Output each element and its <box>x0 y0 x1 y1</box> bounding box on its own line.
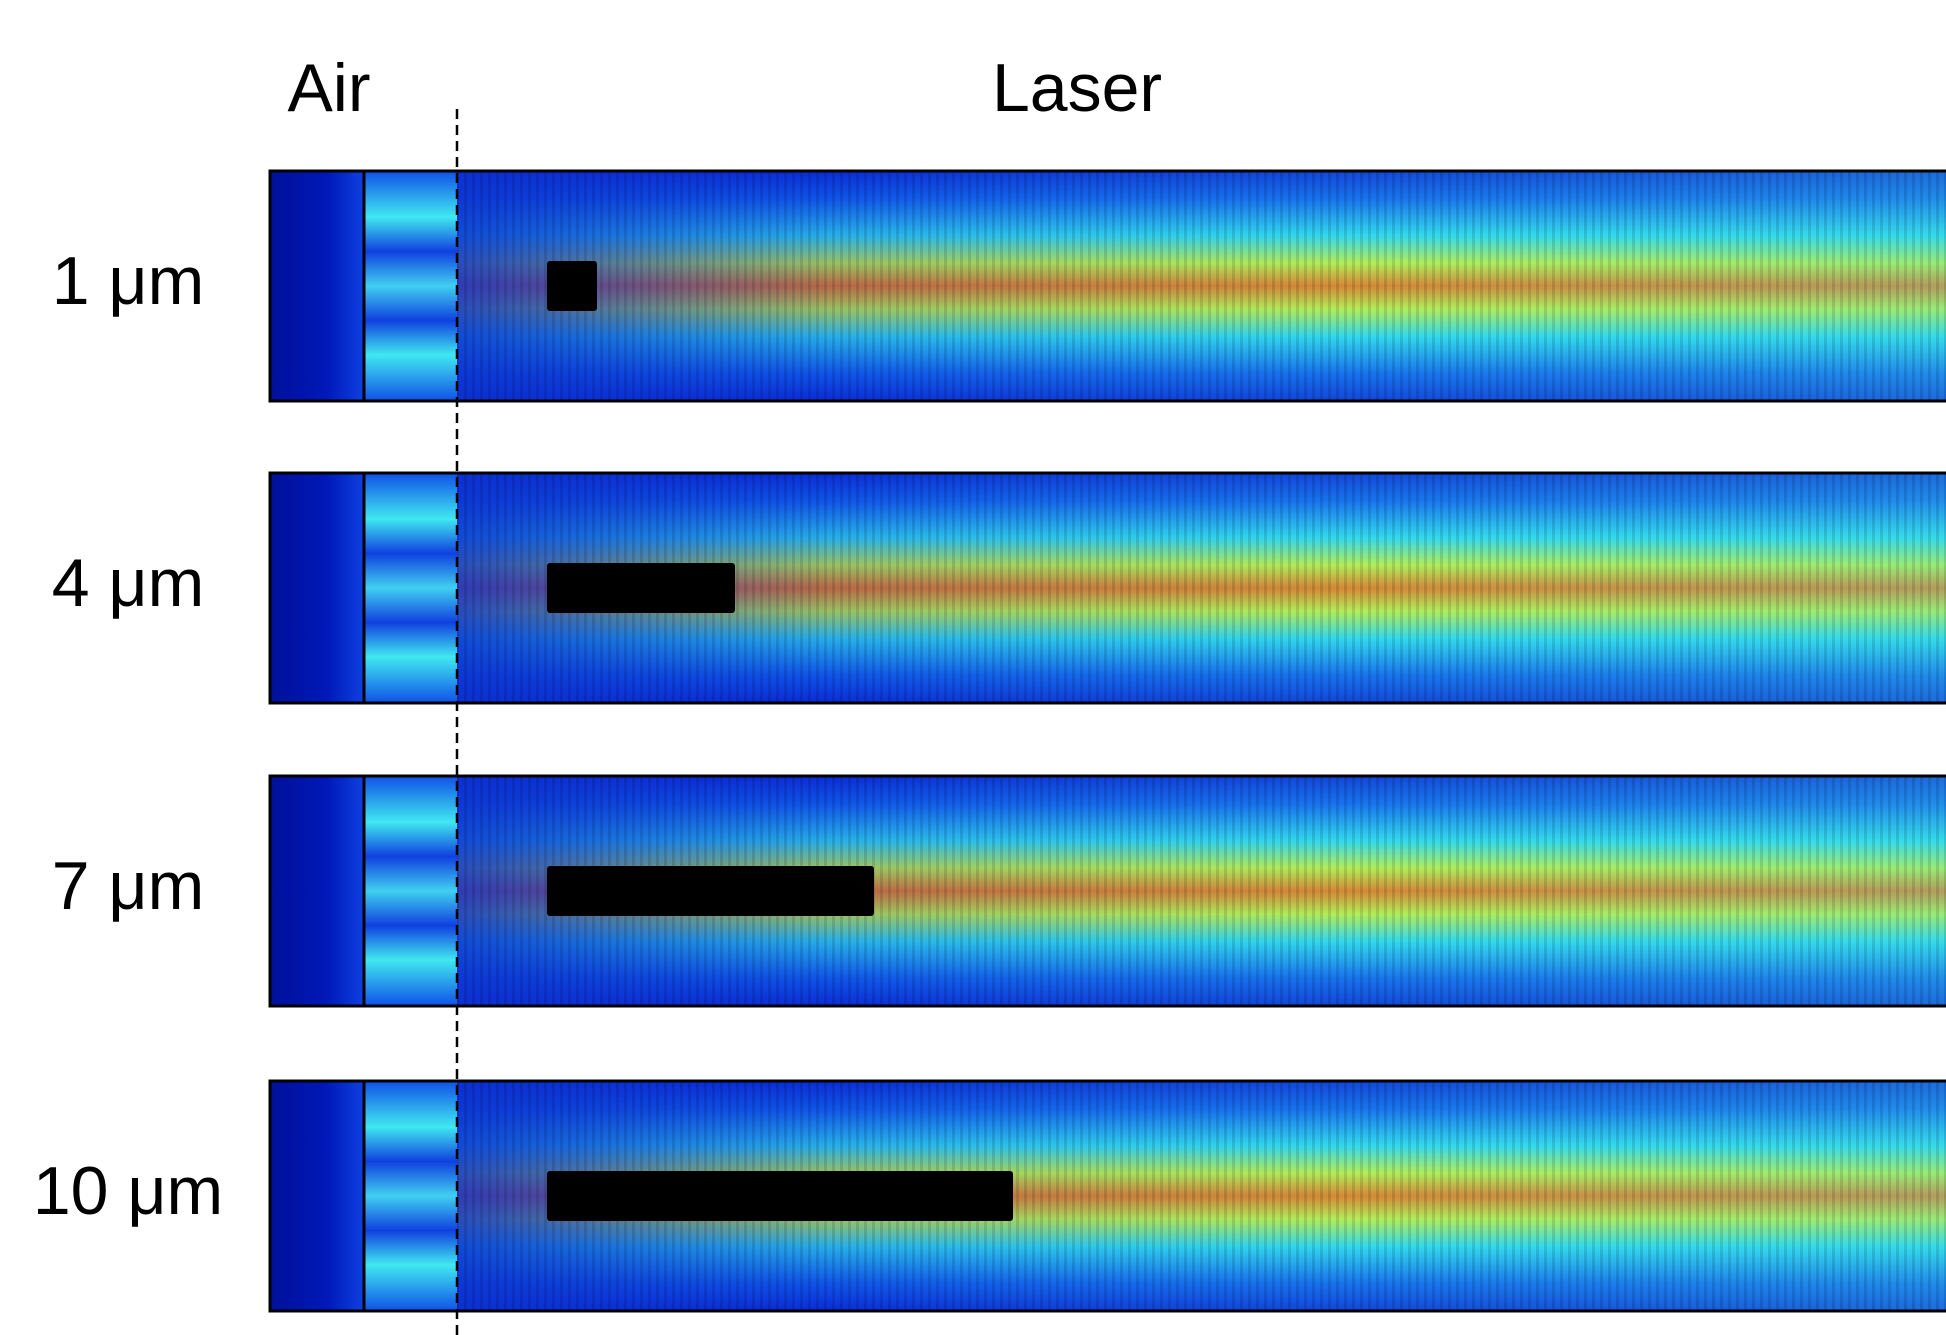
absorber <box>547 1171 1013 1221</box>
gap-region <box>364 171 457 401</box>
gap-region <box>364 473 457 703</box>
gap-region <box>364 1081 457 1311</box>
panels: 1 μm 4 μm 7 μm 10 μm <box>33 171 1946 1311</box>
air-region <box>270 1081 364 1311</box>
row-label: 1 μm <box>52 243 205 319</box>
absorber <box>547 563 735 613</box>
air-region <box>270 473 364 703</box>
row-label: 4 μm <box>52 545 205 621</box>
air-label: Air <box>287 50 370 126</box>
laser-label: Laser <box>992 50 1162 126</box>
air-region <box>270 776 364 1006</box>
air-region <box>270 171 364 401</box>
row-label: 10 μm <box>33 1153 223 1229</box>
absorber <box>547 261 597 311</box>
fringes <box>457 171 1946 401</box>
absorber <box>547 866 874 916</box>
figure: Air Laser 1 μm 4 μm 7 μm 10 μm <box>0 0 1946 1335</box>
row-label: 7 μm <box>52 848 205 924</box>
gap-region <box>364 776 457 1006</box>
